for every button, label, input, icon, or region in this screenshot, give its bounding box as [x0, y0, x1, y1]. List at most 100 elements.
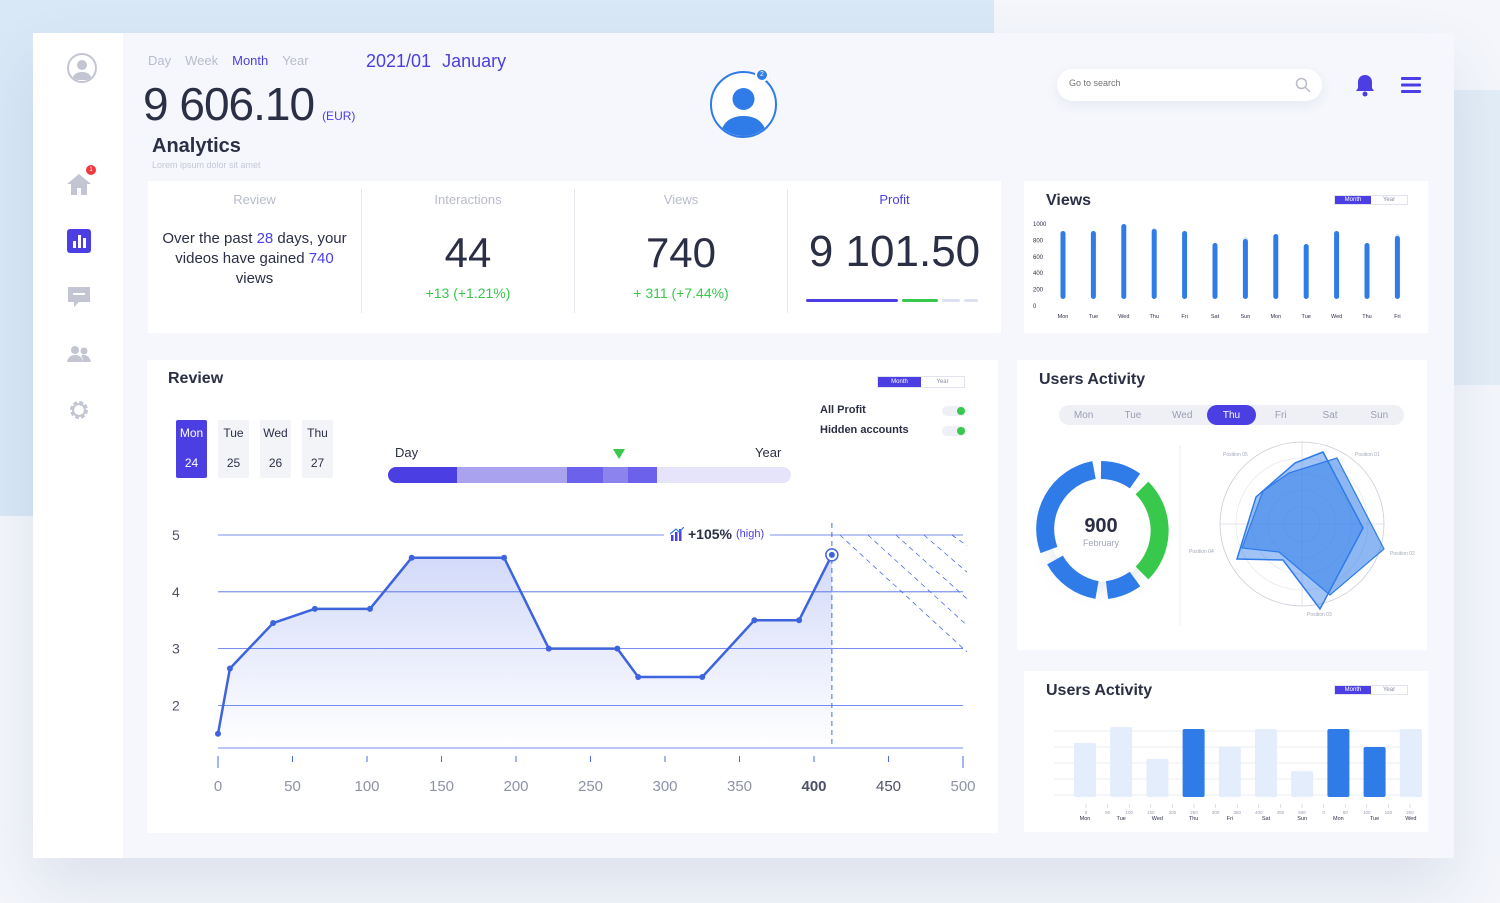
chart-tooltip: +105% (high): [664, 523, 771, 545]
sidebar-item-messages[interactable]: [66, 284, 92, 310]
views-bar-chart: 1000 800 600 400 200 0 Mon Tue Wed Thu Fri Sat Sun Mo…: [1033, 222, 1401, 320]
activity-bar: [1399, 729, 1422, 797]
sidebar-item-users[interactable]: [66, 341, 92, 367]
views-bar: [1182, 231, 1188, 299]
toggle-month[interactable]: Month: [878, 377, 921, 387]
legend-item-all-profit: All Profit: [820, 404, 866, 416]
stat-review-text: Over the past 28 days, your videos have …: [148, 229, 361, 289]
activity-day-tab[interactable]: Sun: [1370, 409, 1389, 421]
activity-day-tab[interactable]: Sat: [1322, 409, 1338, 421]
day-selector: Mon 24 Tue 25 Wed 26 Thu 27: [176, 420, 333, 478]
views-x-tick: Fri: [1181, 314, 1187, 320]
range-slider[interactable]: [388, 467, 791, 483]
review-days: 28: [256, 230, 274, 247]
activity-x-label: Tue: [1117, 816, 1126, 822]
activity-x-tick-label: 200: [1169, 810, 1177, 815]
activity-day-tab[interactable]: Mon: [1073, 409, 1094, 421]
tab-day[interactable]: Day: [148, 53, 172, 68]
toggle-year[interactable]: Year: [1382, 197, 1396, 203]
toggle-month[interactable]: Month: [1335, 686, 1371, 694]
toggle-year[interactable]: Year: [936, 379, 949, 385]
search-bar[interactable]: [1057, 69, 1322, 101]
tab-month[interactable]: Month: [232, 53, 269, 68]
sidebar-item-home[interactable]: 1: [66, 165, 96, 197]
message-icon: [68, 287, 90, 307]
activity-x-label: Mon: [1333, 816, 1344, 822]
views-bar: [1121, 224, 1127, 299]
sidebar-item-settings[interactable]: [66, 397, 92, 423]
review-text-1a: Over the past: [162, 230, 257, 247]
views-period-toggle: Month Year: [1334, 195, 1408, 205]
activity-bar: [1182, 729, 1205, 797]
activity-day-tab-active[interactable]: Thu: [1206, 405, 1257, 425]
sidebar-item-analytics[interactable]: [66, 228, 92, 254]
search-icon[interactable]: [1295, 77, 1311, 93]
activity-day-tabs: Mon Tue Wed Thu Fri Sat Sun: [1059, 405, 1404, 425]
stat-review-label: Review: [233, 192, 276, 207]
views-y-tick: 400: [1033, 271, 1044, 277]
tab-year[interactable]: Year: [282, 53, 309, 68]
activity-x-tick-label: 450: [1277, 810, 1285, 815]
range-segment: [388, 467, 457, 483]
toggle-year[interactable]: Year: [1382, 687, 1396, 693]
day-item-mon[interactable]: Mon 24: [176, 420, 207, 478]
stat-profit-value: 9 101.50: [808, 227, 981, 276]
review-text-1b: days, your: [273, 230, 347, 247]
activity-x-label: Fri: [1227, 816, 1233, 822]
x-tick-label: 350: [727, 778, 752, 795]
range-marker-icon[interactable]: [612, 448, 626, 460]
page-title: Analytics: [152, 135, 241, 157]
activity-bar: [1146, 759, 1169, 797]
users-activity-card: Users Activity Mon Tue Wed Thu Fri Sat S…: [1017, 360, 1427, 650]
day-item-thu[interactable]: Thu 27: [302, 420, 333, 478]
search-input[interactable]: [1069, 78, 1269, 88]
x-tick-label: 300: [652, 778, 677, 795]
balance: 9 606.10 (EUR): [143, 77, 355, 131]
menu-icon[interactable]: [1401, 76, 1421, 94]
home-notification-badge: 1: [86, 165, 96, 175]
stat-profit: Profit 9 101.50: [788, 181, 1001, 333]
range-segment: [628, 467, 657, 483]
radar-label: Position 04: [1189, 549, 1214, 555]
donut-center-value: 900: [1084, 515, 1118, 537]
activity-x-label: Wed: [1152, 816, 1163, 822]
donut-center-label: February: [1082, 538, 1119, 548]
user-icon: [720, 88, 767, 136]
day-number: 26: [268, 456, 283, 470]
dashboard: 1: [33, 33, 1454, 858]
toggle-hidden-accounts[interactable]: [942, 426, 966, 436]
views-x-tick: Thu: [1362, 314, 1371, 320]
activity-day-tab[interactable]: Fri: [1274, 409, 1287, 421]
bar-chart-icon: [67, 229, 91, 253]
views-y-tick: 0: [1033, 304, 1037, 310]
radar-label: Position 03: [1307, 612, 1332, 618]
views-y-tick: 600: [1033, 255, 1044, 261]
bell-icon[interactable]: [1354, 73, 1376, 97]
x-tick-label: 450: [876, 778, 901, 795]
activity-bar: [1110, 727, 1133, 797]
activity-period-toggle: Month Year: [1334, 685, 1408, 695]
activity-day-tab[interactable]: Wed: [1172, 409, 1193, 421]
profile-avatar[interactable]: [710, 71, 777, 138]
activity-day-tab[interactable]: Tue: [1124, 409, 1142, 421]
views-bar: [1151, 229, 1157, 299]
user-avatar[interactable]: [67, 53, 97, 83]
stat-interactions-label: Interactions: [434, 192, 502, 207]
profit-bar-segment: [942, 299, 960, 302]
balance-currency: (EUR): [322, 109, 356, 123]
views-x-tick: Thu: [1149, 314, 1158, 320]
day-item-wed[interactable]: Wed 26: [260, 420, 291, 478]
activity-x-label: Sun: [1297, 816, 1307, 822]
views-x-tick: Tue: [1302, 314, 1311, 320]
day-item-tue[interactable]: Tue 25: [218, 420, 249, 478]
toggle-month[interactable]: Month: [1335, 196, 1371, 204]
toggle-all-profit[interactable]: [942, 406, 966, 416]
tooltip-value: +105%: [688, 526, 732, 542]
views-x-tick: Sun: [1241, 314, 1251, 320]
data-point: [796, 617, 803, 624]
tab-week[interactable]: Week: [185, 53, 219, 68]
activity-x-tick-label: 100: [1125, 810, 1133, 815]
profit-bar-segment: [964, 299, 978, 302]
day-number: 25: [226, 456, 241, 470]
